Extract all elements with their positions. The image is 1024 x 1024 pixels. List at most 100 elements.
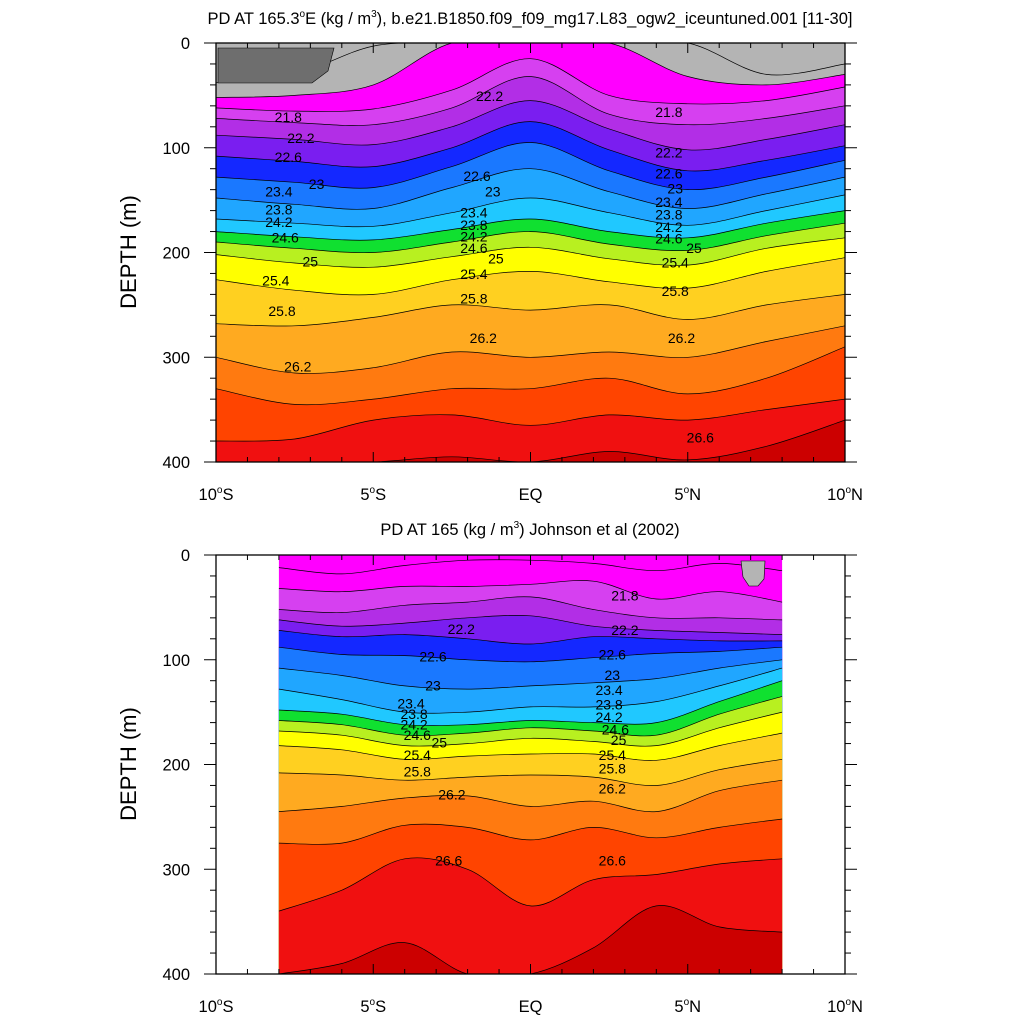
y-tick-label: 200 [162,245,190,263]
contour-label: 24.2 [655,219,682,235]
contour-line-21 [216,43,845,98]
contour-line-21-8 [216,76,845,126]
contour-label: 25.4 [262,273,289,289]
contour-line-27 [216,398,845,442]
contour-label: 25.8 [268,303,295,319]
contour-label: 25.8 [460,290,487,306]
contour-label: 23 [667,180,683,196]
contour-label: 24.2 [595,709,622,725]
contour-label: 26.6 [599,853,626,869]
contour-labels: 21.822.222.623.4 2323.824.224.62525.425.8… [262,88,714,446]
y-tick-label: 400 [162,966,190,984]
contour-line-23-4 [216,168,845,210]
contour-label: 26.2 [438,787,465,803]
contour-line-25 [278,711,783,747]
contour-label: 25.4 [460,266,487,282]
contour-line-24-2 [216,210,845,241]
contour-label: 21.8 [655,104,682,120]
low-density-blob-east [740,560,766,587]
contour-line-21-4 [278,580,783,603]
contour-fills [278,555,783,974]
x-tick-label: 10oN [827,485,863,504]
surface-blobs [740,560,766,587]
x-tick-label: 5oS [360,485,386,504]
contour-label: 23.4 [397,696,424,712]
contour-line-23-8 [216,194,845,228]
contour-label: 23.8 [655,207,682,223]
contour-label: 22.6 [599,646,626,662]
contour-line-24-2 [278,680,783,726]
contour-line-22-6 [278,630,783,645]
x-tick-label: EQ [519,486,543,504]
contour-label: 25 [303,254,319,270]
contour-label: 26.2 [599,780,626,796]
contour-label: 22.2 [448,621,475,637]
contour-label: 22.6 [275,149,302,165]
contour-label: 23.8 [265,201,292,217]
contour-label: 25 [686,240,702,256]
contour-label: 22.6 [419,648,446,664]
x-tick-label: 5oN [674,997,701,1016]
contour-label: 23.8 [595,697,622,713]
contour-line-26-6 [278,818,783,845]
contour-line-25-8 [216,294,845,327]
contour-label: 22.2 [655,145,682,161]
contour-label: 24.6 [602,722,629,738]
y-axis-label: DEPTH (m) [116,195,141,309]
y-axis: 0 100 200 300 400 [162,35,857,472]
contour-label: 22.2 [476,88,503,104]
contour-label: 26.2 [284,358,311,374]
contour-line-23 [278,646,783,663]
contour-label: 26.6 [687,430,714,446]
contour-label: 25.4 [404,747,431,763]
contour-label: 24.6 [655,231,682,247]
y-tick-label: 200 [162,757,190,775]
contour-line-26-6 [216,346,845,406]
x-tick-label: 10oS [199,485,234,504]
contour-label: 24.2 [400,716,427,732]
panel-model: PD AT 165.3oE (kg / m3), b.e21.B1850.f09… [116,9,863,504]
contour-labels: 21.822.2 22.222.6 22.6232323.423.423.823.8… [397,588,638,869]
plot-area: 21.822.2 22.222.6 22.6232323.423.423.823.8… [216,555,845,974]
contour-label: 25 [432,734,448,750]
contour-line-22-2 [216,100,845,151]
y-tick-label: 100 [162,652,190,670]
contour-line-26-2 [278,779,783,813]
contour-label: 24.6 [272,230,299,246]
contour-label: 25.8 [662,283,689,299]
x-axis: 10oS 5oS EQ 5oN 10oN [199,555,863,1016]
panel-title: PD AT 165 (kg / m3) Johnson et al (2002) [380,520,679,539]
contour-label: 21.8 [611,588,638,604]
x-tick-label: 5oS [360,997,386,1016]
x-axis: 10oS 5oS EQ 5oN 10oN [199,43,863,504]
contour-label: 23.4 [595,682,622,698]
contour-line-27-4 [278,905,783,974]
contour-line-24-6 [216,222,845,254]
contour-fills [216,43,845,462]
y-axis-label: DEPTH (m) [116,707,141,821]
contour-label: 23 [309,176,325,192]
contour-label: 22.6 [463,168,490,184]
x-tick-label: 10oN [827,997,863,1016]
contour-line-23 [216,142,845,190]
contour-label: 23 [485,184,501,200]
y-tick-label: 100 [162,140,190,158]
contour-label: 26.2 [470,330,497,346]
contour-label: 26.6 [435,853,462,869]
contour-label: 24.2 [265,214,292,230]
contour-label: 25.8 [599,760,626,776]
contour-label: 25.4 [662,255,689,271]
contour-label: 23 [425,678,441,694]
contour-line-21-8 [278,596,783,621]
panel-observed: PD AT 165 (kg / m3) Johnson et al (2002)… [116,520,863,1016]
contour-label: 26.2 [668,330,695,346]
y-tick-label: 0 [181,547,190,565]
contour-label: 22.2 [611,622,638,638]
contour-label: 25.8 [404,764,431,780]
contour-line-22-2 [278,615,783,635]
contour-band-27-4 [278,905,783,974]
x-tick-label: 10oS [199,997,234,1016]
contour-label: 24.6 [460,240,487,256]
contour-line-24-6 [278,696,783,737]
